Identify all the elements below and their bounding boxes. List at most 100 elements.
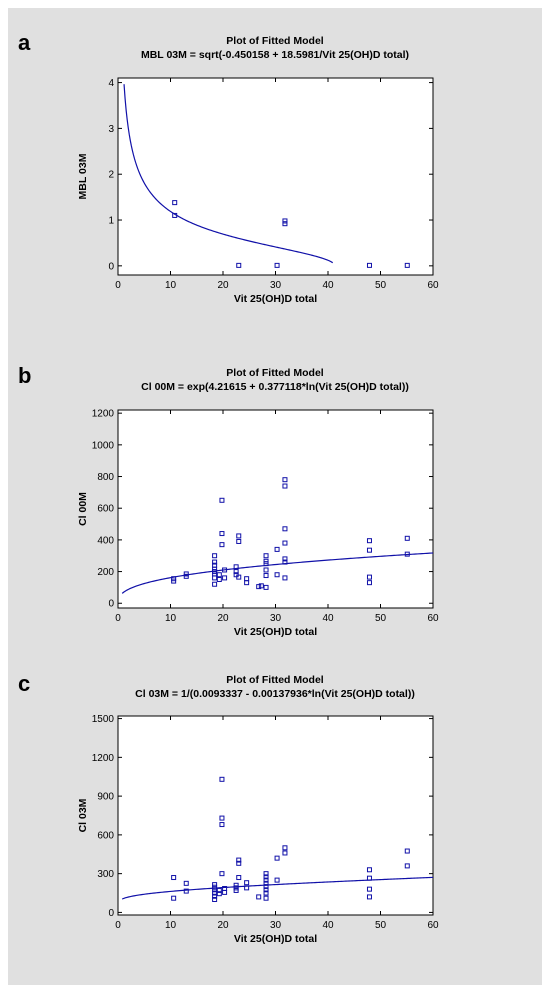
data-point <box>244 885 250 891</box>
data-point <box>366 574 372 580</box>
x-tick-label: 40 <box>322 613 334 624</box>
data-point <box>212 890 218 896</box>
panel-letter: b <box>18 363 31 388</box>
data-point <box>236 860 242 866</box>
data-point <box>263 877 269 883</box>
data-point <box>274 572 280 578</box>
data-point <box>222 575 228 581</box>
data-point <box>263 895 269 901</box>
y-tick-label: 1000 <box>92 440 115 451</box>
data-point <box>183 571 189 577</box>
x-tick-label: 20 <box>217 920 229 931</box>
data-point <box>258 583 264 589</box>
data-point <box>404 863 410 869</box>
panel-letter: c <box>18 671 30 696</box>
y-tick-label: 1 <box>108 216 114 227</box>
y-axis-label: MBL 03M <box>77 153 89 199</box>
panel-b: b Plot of Fitted Model Cl 00M = exp(4.2161… <box>18 363 439 638</box>
data-point <box>263 884 269 890</box>
data-point <box>366 580 372 586</box>
x-tick-label: 50 <box>375 613 387 624</box>
plot-subtitle: MBL 03M = sqrt(-0.450158 + 18.5981/Vit 2… <box>141 49 409 61</box>
data-point <box>274 546 280 552</box>
data-point <box>282 483 288 489</box>
y-tick-label: 1200 <box>92 753 115 764</box>
data-point <box>212 887 218 893</box>
data-point <box>216 576 222 582</box>
data-point <box>236 875 242 881</box>
data-point <box>233 885 239 891</box>
data-point <box>183 880 189 886</box>
data-point <box>233 887 239 893</box>
x-tick-label: 60 <box>427 920 439 931</box>
x-tick-label: 0 <box>115 280 121 291</box>
data-point <box>263 887 269 893</box>
x-tick-label: 40 <box>322 920 334 931</box>
data-point <box>274 877 280 883</box>
data-point <box>236 574 242 580</box>
x-tick-label: 40 <box>322 280 334 291</box>
data-point <box>282 526 288 532</box>
y-tick-label: 0 <box>108 908 114 919</box>
data-point <box>366 538 372 544</box>
figure-background: a Plot of Fitted Model MBL 03M = sqrt(-0.4… <box>8 8 542 985</box>
data-point <box>282 221 288 227</box>
data-point <box>212 581 218 587</box>
data-point <box>233 564 239 570</box>
data-point <box>222 886 228 892</box>
x-tick-label: 30 <box>270 613 282 624</box>
y-tick-label: 1500 <box>92 714 115 725</box>
y-tick-label: 0 <box>108 261 114 272</box>
y-tick-label: 300 <box>97 869 114 880</box>
plot-subtitle: Cl 00M = exp(4.21615 + 0.377118*ln(Vit 2… <box>141 381 409 393</box>
y-tick-label: 200 <box>97 567 114 578</box>
data-point <box>244 576 250 582</box>
data-point <box>282 845 288 851</box>
data-point <box>282 575 288 581</box>
plot-title: Plot of Fitted Model <box>226 674 323 686</box>
data-point <box>219 776 225 782</box>
x-tick-label: 0 <box>115 920 121 931</box>
x-tick-label: 60 <box>427 280 439 291</box>
data-point <box>366 894 372 900</box>
data-point <box>263 584 269 590</box>
data-point <box>282 559 288 565</box>
data-point <box>366 547 372 553</box>
data-point <box>171 895 177 901</box>
data-point <box>366 886 372 892</box>
data-point <box>366 867 372 873</box>
data-point <box>263 874 269 880</box>
x-tick-label: 60 <box>427 613 439 624</box>
data-point <box>233 569 239 575</box>
data-point <box>212 562 218 568</box>
data-point <box>236 262 242 268</box>
data-point <box>219 497 225 503</box>
data-point <box>212 553 218 559</box>
x-tick-label: 0 <box>115 613 121 624</box>
plot-title: Plot of Fitted Model <box>226 367 323 379</box>
data-point <box>263 890 269 896</box>
y-tick-label: 4 <box>108 78 114 89</box>
data-point <box>404 848 410 854</box>
y-tick-label: 1200 <box>92 409 115 420</box>
fitted-curve <box>123 84 334 264</box>
x-tick-label: 10 <box>165 613 177 624</box>
y-tick-label: 2 <box>108 170 114 181</box>
panel-a: a Plot of Fitted Model MBL 03M = sqrt(-0.4… <box>18 30 439 305</box>
data-point <box>256 584 262 590</box>
x-axis-label: Vit 25(OH)D total <box>234 293 317 305</box>
data-point <box>171 875 177 881</box>
data-point <box>212 559 218 565</box>
data-point <box>219 815 225 821</box>
figure-canvas: a Plot of Fitted Model MBL 03M = sqrt(-0.4… <box>18 30 439 945</box>
x-tick-label: 10 <box>165 280 177 291</box>
data-point <box>263 573 269 579</box>
data-point <box>236 538 242 544</box>
plot-area <box>117 77 434 276</box>
data-point <box>282 218 288 224</box>
plot-subtitle: Cl 03M = 1/(0.0093337 - 0.00137936*ln(Vi… <box>135 688 415 700</box>
fitted-curve <box>121 876 434 900</box>
data-point <box>212 893 218 899</box>
data-point <box>219 531 225 537</box>
data-point <box>236 857 242 863</box>
